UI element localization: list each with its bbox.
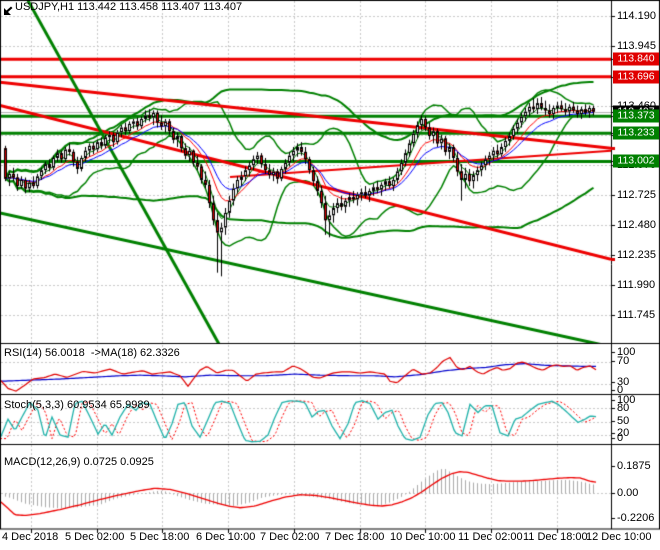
indicator-axis-label: 0.00 [617, 487, 639, 499]
indicator-axis-label: 100 [617, 394, 636, 406]
ohlc-values: 113.442 113.458 113.407 113.407 [77, 1, 243, 13]
price-level-badge: 113.840 [613, 52, 659, 66]
chart-header: USDJPY,H1 113.442 113.458 113.407 113.40… [15, 1, 242, 13]
indicator-axis-label: 70 [617, 355, 630, 367]
time-axis-label: 6 Dec 10:00 [196, 531, 256, 543]
indicator-axis-label: 100 [617, 346, 636, 358]
indicator-axis-label: -0.2206 [617, 512, 655, 524]
price-axis-label: 111.745 [617, 309, 656, 321]
time-axis-label: 7 Dec 18:00 [325, 531, 385, 543]
chart-shift-arrow-icon[interactable] [3, 3, 13, 15]
time-axis-label: 7 Dec 02:00 [260, 531, 320, 543]
indicator-axis-label: 50 [617, 415, 630, 427]
price-axis-label: 111.990 [617, 279, 656, 291]
symbol-period-label: USDJPY,H1 [15, 1, 75, 13]
price-level-badge: 113.696 [613, 70, 659, 84]
price-level-badge: 113.002 [613, 154, 659, 168]
indicator-axis-label: 0 [617, 384, 624, 396]
indicator-axis-label: 30 [617, 376, 630, 388]
stoch-indicator-label: Stoch(5,3,3) 60.9534 65.9989 [4, 399, 150, 411]
indicator-axis-label: 0.1875 [617, 460, 651, 472]
price-axis-label: 112.235 [617, 249, 656, 261]
rsi-indicator-label: RSI(14) 56.0018 ->MA(18) 62.3326 [4, 347, 180, 359]
indicator-axis-label: 20 [617, 427, 630, 439]
indicator-axis-label: 80 [617, 402, 630, 414]
time-axis-label: 12 Dec 10:00 [586, 531, 652, 543]
price-axis-label: 112.725 [617, 189, 656, 201]
price-level-badge: 113.373 [613, 109, 659, 123]
price-axis-label: 114.190 [617, 10, 656, 22]
time-axis-label: 10 Dec 10:00 [390, 531, 456, 543]
time-axis-label: 11 Dec 18:00 [523, 531, 588, 543]
time-axis-label: 11 Dec 02:00 [458, 531, 523, 543]
macd-indicator-label: MACD(12,26,9) 0.0725 0.0925 [4, 456, 154, 468]
time-axis-label: 5 Dec 18:00 [130, 531, 190, 543]
price-axis-label: 112.480 [617, 219, 656, 231]
price-axis-label: 113.945 [617, 40, 656, 52]
price-level-badge: 113.233 [613, 126, 659, 140]
indicator-axis-label: 0 [617, 432, 624, 444]
time-axis-label: 4 Dec 2018 [2, 531, 59, 543]
time-axis-label: 5 Dec 02:00 [65, 531, 125, 543]
